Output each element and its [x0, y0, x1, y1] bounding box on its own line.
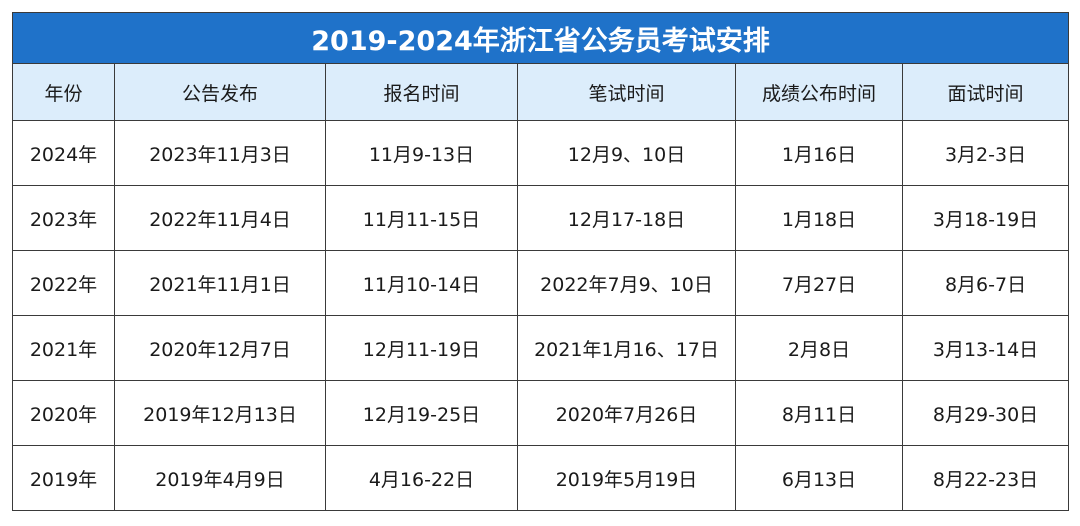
- table-cell: 2019年5月19日: [517, 445, 736, 511]
- header-cell: 面试时间: [901, 63, 1070, 121]
- table-cell: 12月17-18日: [517, 185, 736, 251]
- table-cell: 8月22-23日: [901, 445, 1070, 511]
- table-cell: 2022年11月4日: [114, 185, 326, 251]
- table-body: 2019-2024年浙江省公务员考试安排 年份 公告发布 报名时间 笔试时间 成绩公布时…: [11, 12, 1070, 511]
- table-cell: 11月9-13日: [325, 120, 518, 186]
- table-row: 2024年 2023年11月3日 11月9-13日 12月9、10日 1月16日 3月2-…: [12, 120, 1070, 186]
- table-cell: 2019年: [12, 445, 115, 511]
- header-row: 年份 公告发布 报名时间 笔试时间 成绩公布时间 面试时间: [12, 63, 1070, 121]
- table-row: 2019年 2019年4月9日 4月16-22日 2019年5月19日 6月13日 8月2…: [12, 445, 1070, 511]
- table-cell: 2021年1月16、17日: [517, 315, 736, 381]
- table-cell: 2023年11月3日: [114, 120, 326, 186]
- table-cell: 2019年12月13日: [114, 380, 326, 446]
- schedule-table-wrap: 2019-2024年浙江省公务员考试安排 年份 公告发布 报名时间 笔试时间 成绩公布时…: [11, 12, 1070, 511]
- schedule-table: 2019-2024年浙江省公务员考试安排 年份 公告发布 报名时间 笔试时间 成绩公布时…: [11, 12, 1070, 511]
- table-cell: 3月13-14日: [901, 315, 1070, 381]
- table-row: 2023年 2022年11月4日 11月11-15日 12月17-18日 1月18日 3月…: [12, 185, 1070, 251]
- table-cell: 3月2-3日: [901, 120, 1070, 186]
- table-row: 2020年 2019年12月13日 12月19-25日 2020年7月26日 8月11日…: [12, 380, 1070, 446]
- table-cell: 2022年7月9、10日: [517, 250, 736, 316]
- table-row: 2022年 2021年11月1日 11月10-14日 2022年7月9、10日 7月27…: [12, 250, 1070, 316]
- table-cell: 8月6-7日: [901, 250, 1070, 316]
- header-cell: 年份: [12, 63, 115, 121]
- table-cell: 2019年4月9日: [114, 445, 326, 511]
- table-cell: 2020年12月7日: [114, 315, 326, 381]
- table-cell: 11月11-15日: [325, 185, 518, 251]
- title-row: 2019-2024年浙江省公务员考试安排: [11, 12, 1070, 64]
- table-cell: 6月13日: [735, 445, 903, 511]
- table-cell: 12月11-19日: [325, 315, 518, 381]
- header-cell: 公告发布: [114, 63, 326, 121]
- table-row: 2021年 2020年12月7日 12月11-19日 2021年1月16、17日 2月8…: [12, 315, 1070, 381]
- table-cell: 12月19-25日: [325, 380, 518, 446]
- table-cell: 3月18-19日: [901, 185, 1070, 251]
- table-title: 2019-2024年浙江省公务员考试安排: [11, 12, 1070, 64]
- table-cell: 12月9、10日: [517, 120, 736, 186]
- table-cell: 2021年11月1日: [114, 250, 326, 316]
- table-cell: 2021年: [12, 315, 115, 381]
- table-cell: 11月10-14日: [325, 250, 518, 316]
- header-cell: 报名时间: [325, 63, 518, 121]
- table-cell: 4月16-22日: [325, 445, 518, 511]
- header-cell: 笔试时间: [517, 63, 736, 121]
- table-cell: 8月29-30日: [901, 380, 1070, 446]
- table-cell: 1月18日: [735, 185, 903, 251]
- table-cell: 2020年7月26日: [517, 380, 736, 446]
- table-cell: 7月27日: [735, 250, 903, 316]
- table-cell: 2020年: [12, 380, 115, 446]
- table-cell: 1月16日: [735, 120, 903, 186]
- table-cell: 2024年: [12, 120, 115, 186]
- table-cell: 2023年: [12, 185, 115, 251]
- table-cell: 2月8日: [735, 315, 903, 381]
- table-cell: 2022年: [12, 250, 115, 316]
- table-cell: 8月11日: [735, 380, 903, 446]
- header-cell: 成绩公布时间: [735, 63, 903, 121]
